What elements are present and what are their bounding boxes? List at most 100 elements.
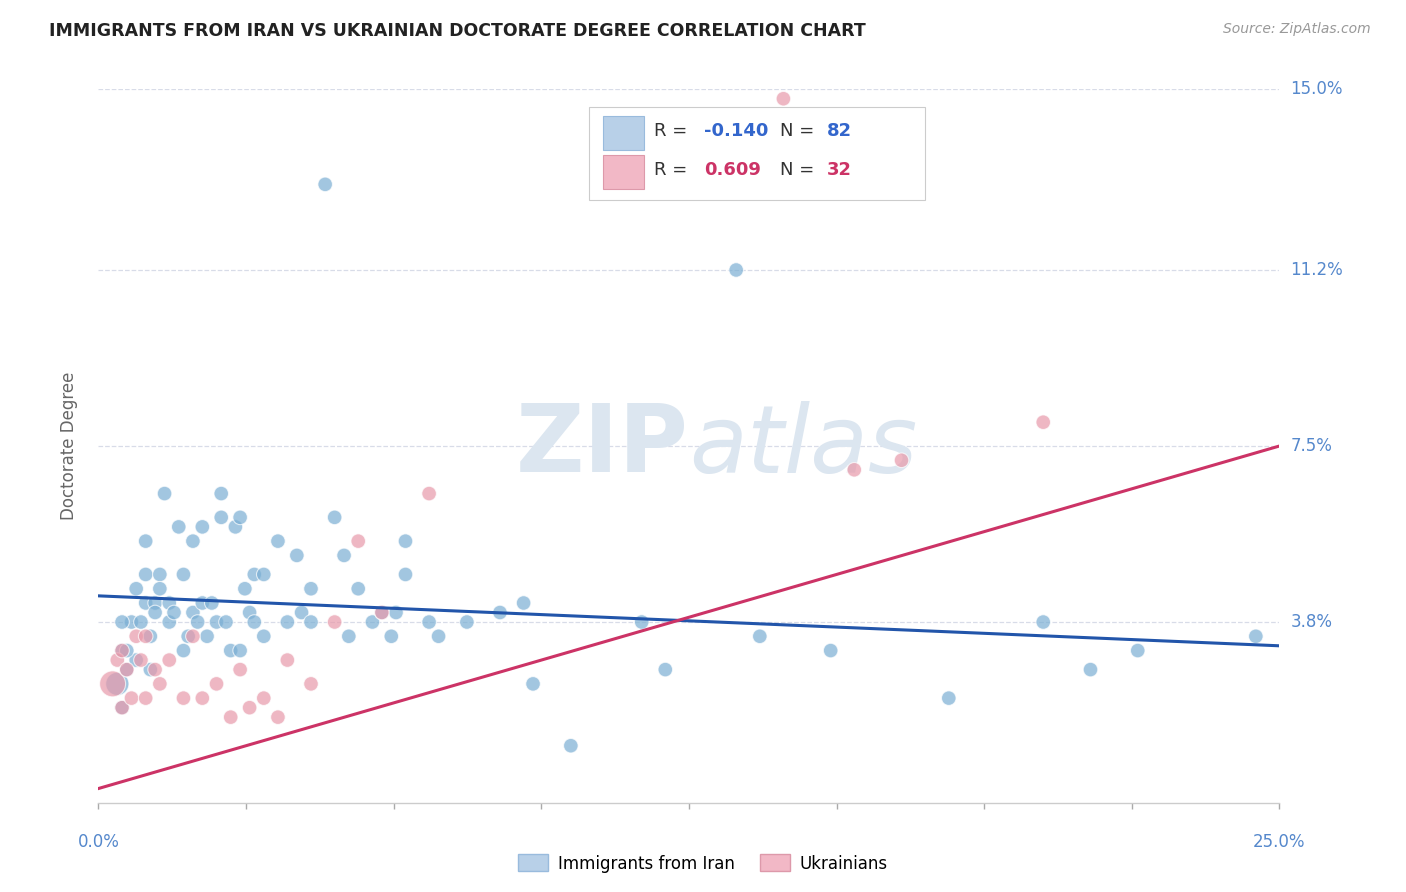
Point — [219, 643, 242, 657]
Point — [125, 582, 148, 596]
Point — [299, 582, 322, 596]
Point — [187, 615, 209, 629]
Point — [347, 534, 370, 549]
Point — [253, 567, 276, 582]
Point — [233, 582, 256, 596]
Point — [456, 615, 478, 629]
Point — [224, 520, 246, 534]
Point — [337, 629, 360, 643]
Text: -0.140: -0.140 — [704, 121, 769, 139]
Point — [253, 691, 276, 706]
Point — [239, 606, 262, 620]
Point — [253, 629, 276, 643]
Text: N =: N = — [780, 161, 820, 178]
Point — [1032, 615, 1054, 629]
Point — [725, 263, 748, 277]
Point — [111, 700, 134, 714]
Text: Source: ZipAtlas.com: Source: ZipAtlas.com — [1223, 22, 1371, 37]
Point — [209, 486, 232, 500]
Point — [243, 615, 266, 629]
Point — [1244, 629, 1267, 643]
Point — [129, 615, 152, 629]
Point — [522, 677, 544, 691]
Text: N =: N = — [780, 121, 820, 139]
Point — [267, 710, 290, 724]
Point — [205, 615, 228, 629]
Point — [111, 643, 134, 657]
Point — [418, 615, 440, 629]
Point — [121, 691, 143, 706]
Point — [560, 739, 582, 753]
Point — [239, 700, 262, 714]
Point — [890, 453, 912, 467]
Point — [323, 510, 346, 524]
Point — [135, 691, 157, 706]
Text: 15.0%: 15.0% — [1291, 80, 1343, 98]
Point — [172, 643, 194, 657]
Point — [229, 510, 252, 524]
Point — [489, 606, 512, 620]
Point — [149, 677, 172, 691]
Point — [314, 178, 336, 192]
FancyBboxPatch shape — [603, 155, 644, 189]
Text: 11.2%: 11.2% — [1291, 261, 1343, 279]
Point — [149, 567, 172, 582]
Point — [157, 615, 180, 629]
Point — [177, 629, 200, 643]
Text: R =: R = — [654, 161, 693, 178]
Point — [299, 677, 322, 691]
Point — [654, 663, 676, 677]
Point — [181, 606, 204, 620]
Point — [1126, 643, 1149, 657]
Point — [748, 629, 770, 643]
Point — [195, 629, 218, 643]
Point — [418, 486, 440, 500]
Point — [205, 677, 228, 691]
Text: 7.5%: 7.5% — [1291, 437, 1333, 455]
Point — [135, 567, 157, 582]
Text: ZIP: ZIP — [516, 400, 689, 492]
Point — [172, 691, 194, 706]
Point — [380, 629, 402, 643]
Point — [267, 534, 290, 549]
Point — [115, 663, 138, 677]
Point — [276, 653, 298, 667]
Point — [135, 629, 157, 643]
Point — [512, 596, 534, 610]
Point — [229, 643, 252, 657]
Point — [844, 463, 866, 477]
Point — [167, 520, 190, 534]
Point — [143, 596, 166, 610]
Point — [299, 615, 322, 629]
Point — [121, 615, 143, 629]
Point — [143, 606, 166, 620]
Point — [1080, 663, 1102, 677]
Point — [427, 629, 450, 643]
Point — [115, 643, 138, 657]
Point — [181, 629, 204, 643]
Point — [394, 567, 416, 582]
Point — [243, 567, 266, 582]
Point — [285, 549, 308, 563]
Text: 0.609: 0.609 — [704, 161, 761, 178]
Text: 3.8%: 3.8% — [1291, 613, 1333, 631]
Point — [181, 534, 204, 549]
Point — [163, 606, 186, 620]
Point — [191, 691, 214, 706]
Point — [201, 596, 224, 610]
Point — [215, 615, 238, 629]
Point — [125, 629, 148, 643]
Point — [630, 615, 652, 629]
Point — [347, 582, 370, 596]
Text: atlas: atlas — [689, 401, 917, 491]
Point — [371, 606, 394, 620]
Point — [157, 596, 180, 610]
Point — [111, 700, 134, 714]
Point — [219, 710, 242, 724]
FancyBboxPatch shape — [603, 116, 644, 150]
Point — [101, 677, 124, 691]
Text: IMMIGRANTS FROM IRAN VS UKRAINIAN DOCTORATE DEGREE CORRELATION CHART: IMMIGRANTS FROM IRAN VS UKRAINIAN DOCTOR… — [49, 22, 866, 40]
Text: 25.0%: 25.0% — [1253, 833, 1306, 851]
Point — [385, 606, 408, 620]
Point — [276, 615, 298, 629]
